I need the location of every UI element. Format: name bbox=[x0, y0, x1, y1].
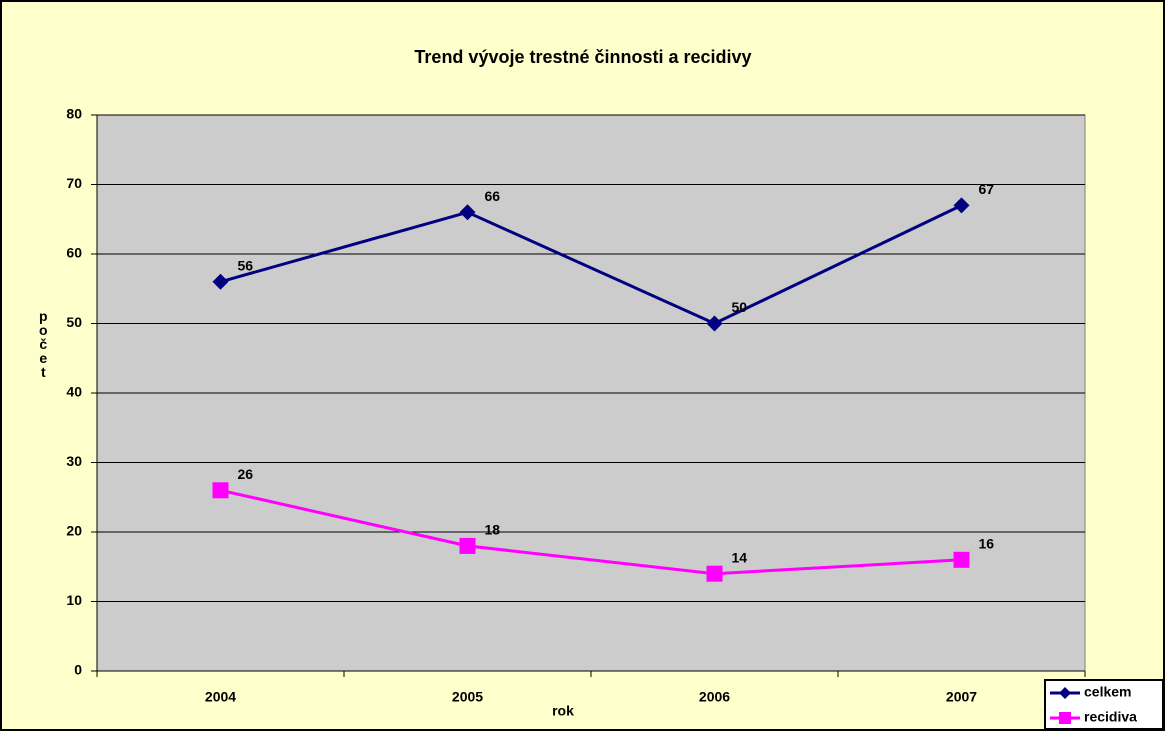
y-tick-label: 10 bbox=[66, 592, 82, 608]
y-tick-label: 70 bbox=[66, 175, 82, 191]
data-label: 26 bbox=[238, 466, 254, 482]
marker bbox=[953, 551, 970, 568]
series-line bbox=[220, 488, 962, 576]
data-label: 16 bbox=[979, 536, 995, 552]
series-line bbox=[220, 203, 963, 326]
marker bbox=[212, 273, 229, 290]
y-tick-label: 50 bbox=[66, 314, 82, 330]
data-label: 50 bbox=[732, 299, 748, 315]
y-tick-label: 40 bbox=[66, 384, 82, 400]
x-axis-label: rok bbox=[552, 703, 574, 719]
legend: celkem recidiva bbox=[1044, 679, 1164, 730]
marker bbox=[706, 315, 723, 332]
chart-title: Trend vývoje trestné činnosti a recidivy bbox=[414, 47, 751, 67]
marker bbox=[459, 537, 476, 554]
legend-label: celkem bbox=[1084, 684, 1131, 700]
legend-label: recidiva bbox=[1084, 709, 1137, 725]
marker bbox=[459, 204, 476, 221]
y-tick-label: 30 bbox=[66, 453, 82, 469]
legend-marker bbox=[1059, 687, 1071, 699]
data-label: 56 bbox=[238, 258, 254, 274]
legend-marker bbox=[1059, 712, 1071, 724]
data-label: 66 bbox=[485, 188, 501, 204]
y-tick-label: 20 bbox=[66, 523, 82, 539]
x-tick-label: 2005 bbox=[452, 689, 483, 705]
x-tick-label: 2006 bbox=[699, 689, 730, 705]
y-tick-label: 0 bbox=[74, 662, 82, 678]
y-axis-label: počet bbox=[35, 308, 51, 378]
x-tick-label: 2007 bbox=[946, 689, 977, 705]
y-tick-label: 80 bbox=[66, 106, 82, 122]
data-label: 67 bbox=[979, 181, 995, 197]
marker bbox=[212, 482, 229, 499]
marker bbox=[706, 565, 723, 582]
data-label: 18 bbox=[485, 522, 501, 538]
data-label: 14 bbox=[732, 549, 748, 565]
x-tick-label: 2004 bbox=[205, 689, 236, 705]
marker bbox=[953, 197, 970, 214]
y-tick-label: 60 bbox=[66, 245, 82, 261]
